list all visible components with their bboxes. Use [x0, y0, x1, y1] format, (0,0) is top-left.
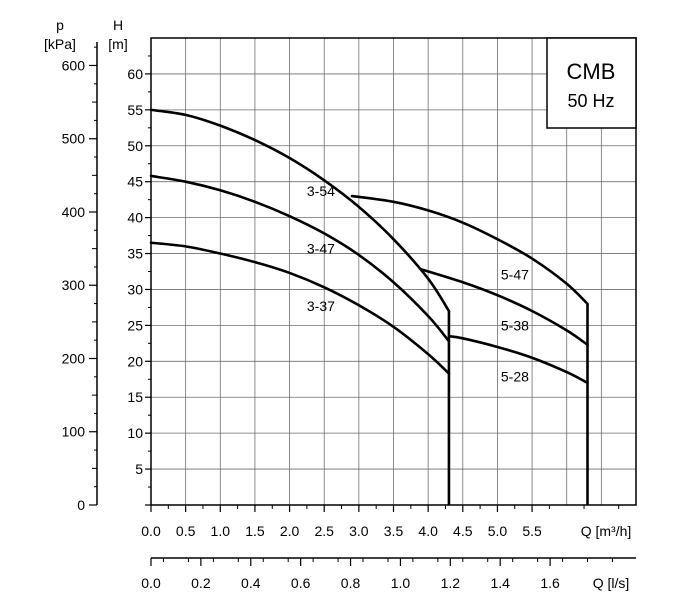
series-line-5-28 [447, 334, 589, 385]
p-axis-unit: [kPa] [44, 36, 76, 52]
p-axis-tick-label: 600 [62, 57, 86, 73]
p-axis-label: p [56, 17, 64, 33]
h-axis-label: H [113, 17, 123, 33]
q-ls-axis-tick-label: 1.6 [540, 575, 560, 591]
p-axis-tick-label: 0 [77, 497, 85, 513]
q-m3h-axis-tick-label: 2.0 [280, 523, 300, 539]
h-axis-tick-label: 55 [127, 102, 143, 118]
q-ls-axis-tick-label: 1.0 [391, 575, 411, 591]
q-m3h-axis-tick-label: 1.0 [211, 523, 231, 539]
q-ls-axis-tick-label: 0.6 [291, 575, 311, 591]
q-m3h-axis-tick-label: 4.0 [418, 523, 438, 539]
q-ls-axis-tick-label: 0.8 [341, 575, 361, 591]
h-axis-tick-label: 15 [127, 389, 143, 405]
q-m3h-axis-tick-label: 2.5 [314, 523, 334, 539]
q-ls-axis-tick-label: 0.0 [141, 575, 161, 591]
q-ls-axis: Q [l/s] 0.0 0.2 0.4 0.6 0.8 1.0 1.2 1.4 1.6 [141, 557, 636, 591]
curve-label-5-38: 5-38 [501, 317, 529, 333]
q-m3h-axis-tick-label: 5.5 [522, 523, 542, 539]
curve-label-5-47: 5-47 [501, 266, 529, 282]
q-ls-axis-tick-label: 1.4 [490, 575, 510, 591]
curve-label-5-28: 5-28 [501, 368, 529, 384]
series-line-3-37 [149, 241, 451, 375]
curve-label-3-47: 3-47 [307, 241, 335, 257]
h-axis-unit: [m] [108, 36, 127, 52]
legend-box-frame [546, 37, 637, 129]
series-line-5-47 [350, 194, 589, 306]
series-line-3-47 [149, 174, 451, 343]
h-axis-tick-label: 5 [135, 461, 143, 477]
q-ls-axis-label: Q [l/s] [593, 575, 630, 591]
q-m3h-axis-tick-label: 0.0 [141, 523, 161, 539]
q-m3h-axis-tick-label: 5.0 [488, 523, 508, 539]
h-axis-tick-label: 30 [127, 281, 143, 297]
q-m3h-axis-tick-label: 1.5 [245, 523, 265, 539]
q-m3h-axis-tick-label: 3.5 [384, 523, 404, 539]
q-ls-axis-tick-label: 0.2 [191, 575, 211, 591]
series-line-3-54 [149, 108, 451, 313]
h-axis-tick-label: 35 [127, 246, 143, 262]
p-axis-tick-label: 500 [62, 131, 86, 147]
q-m3h-axis: Q [m³/h] 0.0 0.5 1.0 1.5 2.0 2.5 3.0 3.5 4.0 4.5 5… [141, 505, 631, 539]
q-ls-axis-tick-label: 0.4 [241, 575, 261, 591]
legend-box: CMB 50 Hz [546, 37, 637, 129]
h-axis-tick-label: 25 [127, 317, 143, 333]
curve-label-3-54: 3-54 [307, 183, 335, 199]
h-axis-tick-label: 50 [127, 138, 143, 154]
q-m3h-axis-tick-label: 0.5 [176, 523, 196, 539]
p-axis-tick-label: 300 [62, 277, 86, 293]
h-axis-tick-label: 40 [127, 210, 143, 226]
p-axis-tick-label: 400 [62, 204, 86, 220]
q-ls-axis-tick-label: 1.2 [441, 575, 461, 591]
p-axis: p [kPa] 0 100 200 300 400 500 600 [44, 17, 98, 513]
q-m3h-axis-tick-label: 3.0 [349, 523, 369, 539]
h-axis-tick-label: 60 [127, 66, 143, 82]
curve-labels: 3-54 3-47 3-37 5-47 5-38 5-28 [307, 183, 529, 384]
h-axis-tick-label: 45 [127, 174, 143, 190]
p-axis-tick-label: 200 [62, 350, 86, 366]
h-axis-tick-label: 10 [127, 425, 143, 441]
series-line-5-38 [419, 268, 589, 347]
p-axis-tick-label: 100 [62, 424, 86, 440]
h-axis-tick-label: 20 [127, 353, 143, 369]
series [149, 108, 589, 505]
curve-label-3-37: 3-37 [307, 298, 335, 314]
q-m3h-axis-tick-label: 4.5 [453, 523, 473, 539]
legend-box-title: CMB [567, 59, 616, 84]
legend-box-frequency: 50 Hz [567, 91, 614, 111]
q-m3h-axis-label: Q [m³/h] [581, 523, 632, 539]
h-axis: H [m] 5 10 15 20 25 30 35 40 45 50 55 60 [108, 17, 151, 506]
